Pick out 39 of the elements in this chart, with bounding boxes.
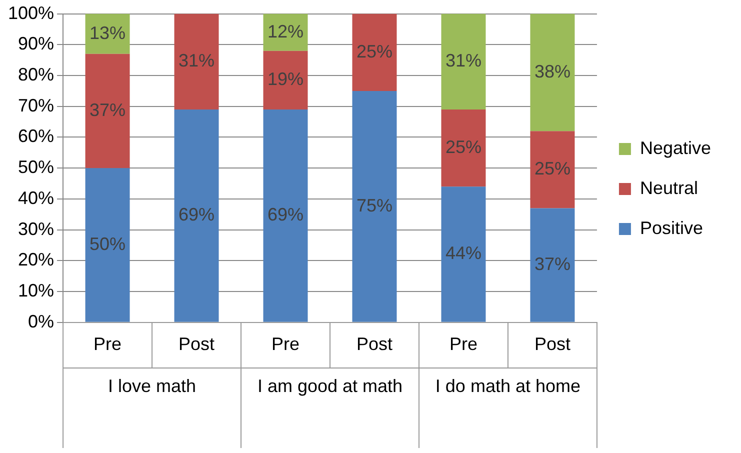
- data-label: 25%: [445, 137, 482, 158]
- data-label: 50%: [90, 234, 126, 254]
- y-tick-label: 50%: [18, 157, 54, 178]
- data-label: 69%: [267, 204, 304, 225]
- y-tick-label: 70%: [18, 95, 54, 116]
- data-label: 69%: [178, 204, 215, 225]
- data-label: 19%: [267, 69, 304, 90]
- y-tick-label: 90%: [18, 34, 54, 54]
- data-label: 37%: [534, 254, 570, 274]
- y-tick-label: 80%: [18, 64, 54, 84]
- y-tick-label: 0%: [28, 311, 54, 332]
- x-tick-label: Post: [534, 334, 570, 354]
- text: I love math: [108, 376, 196, 396]
- y-tick-label: 40%: [18, 188, 54, 208]
- legend-label: Positive: [640, 218, 703, 238]
- y-tick-label: 10%: [18, 280, 54, 301]
- y-tick-label: 20%: [18, 250, 54, 270]
- x-tick-label: Post: [178, 334, 215, 354]
- text: I am good at math: [257, 376, 403, 396]
- text: I do math at home: [435, 376, 581, 396]
- legend-label: Negative: [640, 138, 712, 158]
- data-label: 44%: [445, 243, 482, 264]
- data-label: 12%: [267, 21, 304, 42]
- x-tick-label: Post: [356, 334, 393, 354]
- legend-label: Neutral: [640, 178, 698, 198]
- x-tick-label: Pre: [94, 334, 122, 354]
- data-label: 75%: [356, 195, 393, 216]
- data-label: 37%: [90, 100, 126, 120]
- data-label: 31%: [445, 50, 482, 71]
- y-tick-label: 60%: [18, 126, 54, 146]
- y-tick-label: 30%: [18, 218, 54, 239]
- data-label: 13%: [90, 22, 126, 43]
- y-tick-label: 100%: [8, 2, 54, 23]
- data-label: 25%: [534, 158, 570, 179]
- data-label: 25%: [356, 41, 393, 62]
- x-tick-label: Pre: [271, 334, 300, 354]
- data-label: 38%: [534, 61, 570, 82]
- data-label: 31%: [178, 50, 215, 71]
- x-tick-label: Pre: [449, 334, 478, 354]
